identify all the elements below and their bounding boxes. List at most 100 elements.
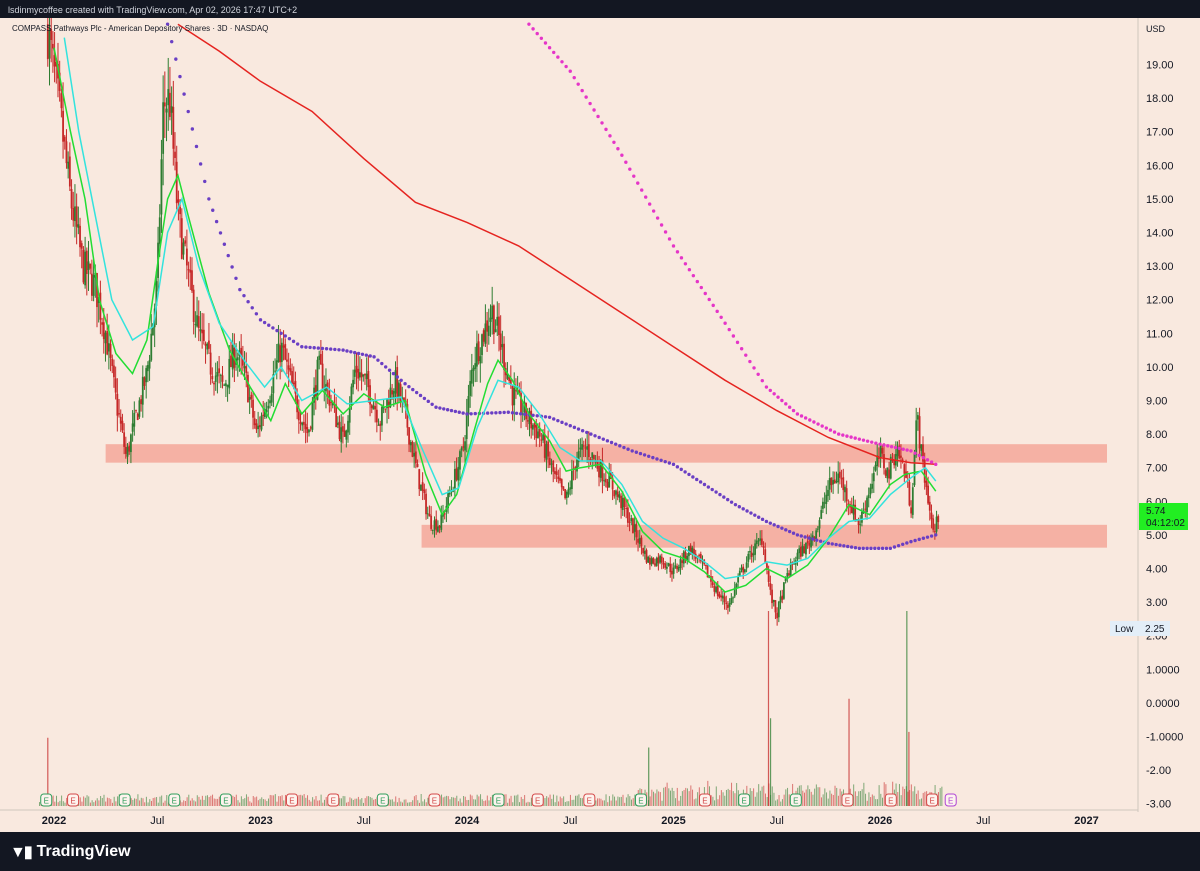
tradingview-logo[interactable]: ▼▮ TradingView	[10, 842, 131, 862]
volume-bar	[732, 791, 734, 806]
candle-body	[89, 263, 92, 269]
moving-average-dot-1	[764, 385, 769, 389]
candle-body	[353, 369, 356, 377]
volume-bar	[575, 795, 577, 806]
candle-body	[669, 563, 672, 573]
volume-bar	[564, 802, 566, 806]
volume-bar	[490, 797, 492, 806]
earnings-marker-14[interactable]: E	[738, 793, 751, 807]
candle-body	[871, 483, 874, 489]
candle-body	[601, 460, 604, 481]
volume-bar	[608, 796, 610, 806]
earnings-marker-5[interactable]: E	[285, 793, 298, 807]
volume-bar	[749, 788, 751, 806]
volume-bar	[184, 801, 186, 806]
candle-body	[632, 518, 634, 534]
candle-body	[179, 206, 182, 215]
candle-body	[732, 597, 734, 599]
volume-bar	[719, 795, 721, 806]
volume-bar	[303, 794, 305, 806]
volume-bar	[505, 794, 507, 806]
low-badge: Low 2.25	[1110, 621, 1170, 636]
candle-body	[876, 455, 879, 467]
earnings-marker-box	[789, 793, 802, 807]
candle-body	[777, 601, 780, 618]
price-axis[interactable]: -3.00-2.00-1.00000.00001.00002.003.004.0…	[1146, 60, 1183, 811]
earnings-marker-15[interactable]: E	[789, 793, 802, 807]
earnings-marker-2[interactable]: E	[118, 793, 131, 807]
moving-average-dot-1	[628, 167, 632, 171]
moving-average-dot-2	[506, 410, 510, 414]
volume-bar	[736, 783, 738, 806]
moving-average-dot-2	[784, 528, 788, 532]
candle-body	[416, 464, 419, 468]
earnings-marker-0[interactable]: E	[40, 793, 53, 807]
candle-body	[275, 360, 278, 369]
earnings-marker-13[interactable]: E	[698, 793, 711, 807]
earnings-marker-8[interactable]: E	[428, 793, 441, 807]
volume-bar	[212, 794, 214, 806]
earnings-marker-18[interactable]: E	[926, 793, 939, 807]
moving-average-dot-1	[803, 416, 808, 420]
volume-bar	[720, 790, 722, 806]
volume-bar	[922, 792, 924, 806]
volume-bar	[573, 799, 575, 806]
earnings-marker-3[interactable]: E	[168, 793, 181, 807]
earnings-marker-12[interactable]: E	[634, 793, 647, 807]
moving-average-dot-2	[710, 487, 714, 492]
candle-body	[253, 418, 256, 426]
volume-bar	[81, 801, 83, 806]
earnings-marker-9[interactable]: E	[492, 793, 505, 807]
candle-body	[788, 573, 790, 576]
candle-body	[750, 552, 753, 557]
moving-average-dot-1	[735, 340, 740, 345]
candle-body	[391, 390, 394, 395]
earnings-marker-17[interactable]: E	[884, 793, 897, 807]
volume-bar	[690, 785, 692, 806]
last-price-badge-bg	[1139, 503, 1188, 530]
price-tick-17: 14.00	[1146, 228, 1174, 240]
candle-body	[146, 365, 149, 372]
candle-body	[477, 341, 480, 362]
volume-bar	[217, 798, 219, 806]
earnings-marker-7[interactable]: E	[376, 793, 389, 807]
candle-body	[798, 548, 801, 554]
volume-bar	[712, 796, 714, 806]
moving-average-dot-1	[934, 462, 938, 467]
earnings-marker-19[interactable]: E	[944, 793, 957, 807]
earnings-marker-4[interactable]: E	[219, 793, 232, 807]
candle-body	[884, 470, 887, 476]
volume-bar	[371, 797, 373, 806]
earnings-marker-box	[926, 793, 939, 807]
time-axis[interactable]: 2022 Jul 2023 Jul 2024 Jul 2025 Jul 2026 Jul 2027	[42, 815, 1099, 827]
volume-bar	[605, 794, 607, 806]
earnings-marker-10[interactable]: E	[531, 793, 544, 807]
candle-body	[437, 526, 439, 532]
candle-body	[693, 548, 695, 555]
moving-average-dot-2	[329, 347, 333, 351]
candle-body	[218, 368, 221, 373]
earnings-marker-1[interactable]: E	[67, 793, 80, 807]
volume-bar	[145, 796, 147, 806]
candle-body	[150, 333, 153, 361]
volume-bar	[307, 795, 309, 806]
earnings-marker-11[interactable]: E	[583, 793, 596, 807]
candle-body	[720, 595, 723, 598]
volume-bar	[252, 796, 254, 806]
volume-bar	[865, 793, 867, 806]
candle-body	[766, 563, 768, 570]
volume-bar	[873, 795, 875, 806]
moving-average-dot-2	[494, 411, 498, 415]
volume-bar	[802, 790, 804, 806]
moving-average-dot-2	[430, 402, 434, 406]
price-tick-22: 19.00	[1146, 60, 1174, 72]
volume-bar	[688, 791, 690, 806]
candle-body	[208, 340, 210, 349]
price-chart[interactable]: E E E E E E E E E E E E E E E E E E E E COMPASS Pathways Pl…	[0, 0, 1200, 832]
moving-average-dot-2	[811, 537, 815, 541]
volume-bar	[826, 792, 828, 806]
candle-body	[314, 385, 317, 397]
moving-average-dot-1	[739, 347, 744, 351]
earnings-marker-16[interactable]: E	[841, 793, 854, 807]
earnings-marker-6[interactable]: E	[327, 793, 340, 807]
